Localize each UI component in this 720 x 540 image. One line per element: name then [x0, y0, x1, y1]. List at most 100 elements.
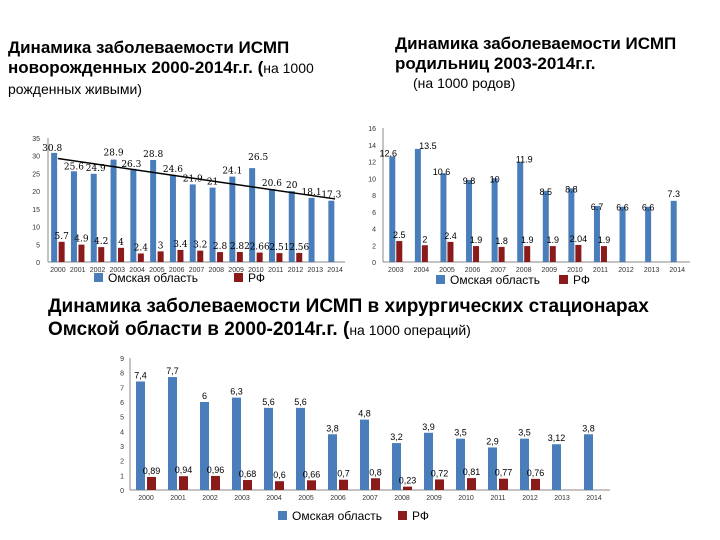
chart2-label-rf: 2 — [422, 234, 427, 244]
chart1-label-omsk: 24.1 — [222, 167, 242, 177]
chart1-xtick: 2002 — [90, 267, 106, 274]
chart1-xtick: 2008 — [209, 267, 225, 274]
chart2-bar-omsk — [414, 148, 421, 262]
chart3-legend-swatch-rf — [398, 511, 407, 520]
chart2-label-omsk: 13.5 — [419, 141, 437, 151]
chart1-label-omsk: 18.1 — [302, 188, 322, 198]
chart3-xtick: 2013 — [554, 495, 570, 502]
chart1-xtick: 2010 — [248, 267, 264, 274]
chart2-bar-rf — [421, 245, 428, 262]
chart2-xtick: 2004 — [414, 267, 430, 274]
chart3-bar-rf — [243, 480, 252, 490]
chart2-bar-rf — [575, 244, 582, 262]
chart3-bar-rf — [147, 476, 156, 490]
chart1-xtick: 2006 — [169, 267, 185, 274]
chart3-label-omsk: 6,3 — [230, 387, 243, 397]
chart1-label-omsk: 26.5 — [248, 153, 268, 163]
chart3-xtick: 2009 — [426, 495, 442, 502]
chart3-bar-rf — [467, 478, 476, 490]
chart2-ytick: 2 — [372, 243, 376, 250]
chart2-xtick: 2014 — [669, 267, 685, 274]
chart3-bar-rf — [403, 486, 412, 490]
chart3-label-rf: 0,6 — [273, 470, 286, 480]
chart3-bar-omsk — [328, 434, 337, 490]
chart1-label-rf: 2.8 — [213, 242, 228, 252]
chart2-label-omsk: 10 — [490, 174, 500, 184]
chart3-bar-rf — [339, 479, 348, 490]
chart2-bar-rf — [396, 241, 403, 262]
chart2-bar-rf — [549, 246, 556, 262]
chart3-label-omsk: 3,9 — [422, 422, 435, 432]
chart2-bar-omsk — [466, 179, 473, 262]
chart3-ytick: 5 — [120, 415, 124, 422]
chart1-legend-swatch-rf — [234, 273, 243, 282]
chart3-xtick: 2002 — [202, 495, 218, 502]
chart1-bar-rf — [276, 253, 283, 262]
chart1-xtick: 2001 — [70, 267, 86, 274]
chart3-bar-omsk — [488, 447, 497, 490]
chart2-label-rf: 1.9 — [521, 235, 534, 245]
chart1-ytick: 20 — [32, 189, 40, 196]
chart1-ytick: 25 — [32, 171, 40, 178]
chart3-bar-omsk — [232, 397, 241, 490]
chart2-label-omsk: 12.6 — [380, 148, 398, 158]
chart2-bar-omsk — [670, 200, 677, 262]
chart3-label-rf: 0,7 — [337, 469, 350, 479]
chart3-ytick: 0 — [120, 488, 124, 495]
chart2-bar-omsk — [568, 188, 575, 262]
chart1-label-omsk: 20 — [286, 181, 298, 191]
chart1-bar-omsk — [90, 173, 97, 262]
chart2-label-rf: 1.9 — [470, 235, 483, 245]
chart3-bar-rf — [435, 479, 444, 490]
chart1-ytick: 35 — [32, 136, 40, 143]
chart2-ytick: 10 — [368, 176, 376, 183]
chart1-xtick: 2003 — [110, 267, 126, 274]
chart2-xtick: 2011 — [593, 267, 608, 274]
chart2-label-omsk: 6.6 — [642, 203, 655, 213]
chart1-bar-rf — [118, 247, 125, 262]
chart1-bar-rf — [58, 241, 65, 262]
chart3-label-rf: 0,96 — [207, 465, 225, 475]
chart3-label-rf: 0,76 — [527, 468, 545, 478]
chart1-ytick: 10 — [32, 225, 40, 232]
chart2-xtick: 2012 — [618, 267, 634, 274]
chart3-label-omsk: 6 — [202, 391, 207, 401]
chart3-label-omsk: 5,6 — [294, 397, 307, 407]
chart3-label-omsk: 5,6 — [262, 397, 275, 407]
chart1-ytick: 5 — [36, 242, 40, 249]
chart3-xtick: 2011 — [490, 495, 505, 502]
chart3-label-rf: 0,23 — [399, 476, 417, 486]
chart3-label-omsk: 3,5 — [454, 428, 467, 438]
chart2-bar-omsk — [440, 173, 447, 262]
chart2-ytick: 14 — [368, 143, 376, 150]
chart2-ytick: 12 — [368, 160, 376, 167]
chart1-label-rf: 2.4 — [134, 243, 149, 253]
chart3-ytick: 9 — [120, 356, 124, 363]
chart1-bar-rf — [157, 251, 164, 262]
chart3-label-omsk: 3,5 — [518, 428, 531, 438]
chart2-label-omsk: 6.7 — [591, 202, 604, 212]
chart1-label-rf: 5.7 — [54, 232, 69, 242]
chart2-label-rf: 2.5 — [393, 230, 406, 240]
chart3-bar-rf — [307, 480, 316, 490]
chart2-label-rf: 1.9 — [547, 235, 560, 245]
chart3-ytick: 8 — [120, 371, 124, 378]
chart1-xtick: 2000 — [50, 267, 66, 274]
chart1-xtick: 2014 — [327, 267, 343, 274]
chart2-xtick: 2009 — [542, 267, 558, 274]
chart3-ytick: 6 — [120, 400, 124, 407]
chart3-label-omsk: 7,4 — [134, 370, 147, 380]
chart2-bar-rf — [447, 241, 454, 262]
chart1-bar-rf — [137, 253, 144, 262]
chart3-ytick: 7 — [120, 385, 124, 392]
chart1-ytick: 15 — [32, 207, 40, 214]
chart3-bar-omsk — [264, 407, 273, 490]
chart2-label-rf: 1.8 — [495, 236, 508, 246]
chart3-label-omsk: 3,12 — [548, 433, 566, 443]
chart2-bar-rf — [498, 246, 505, 262]
chart3-bar-omsk — [200, 402, 209, 490]
chart3-label-rf: 0,77 — [495, 468, 513, 478]
chart3-label-rf: 0,68 — [239, 469, 257, 479]
chart1-label-rf: 3.2 — [193, 241, 207, 251]
chart3-xtick: 2008 — [394, 495, 410, 502]
